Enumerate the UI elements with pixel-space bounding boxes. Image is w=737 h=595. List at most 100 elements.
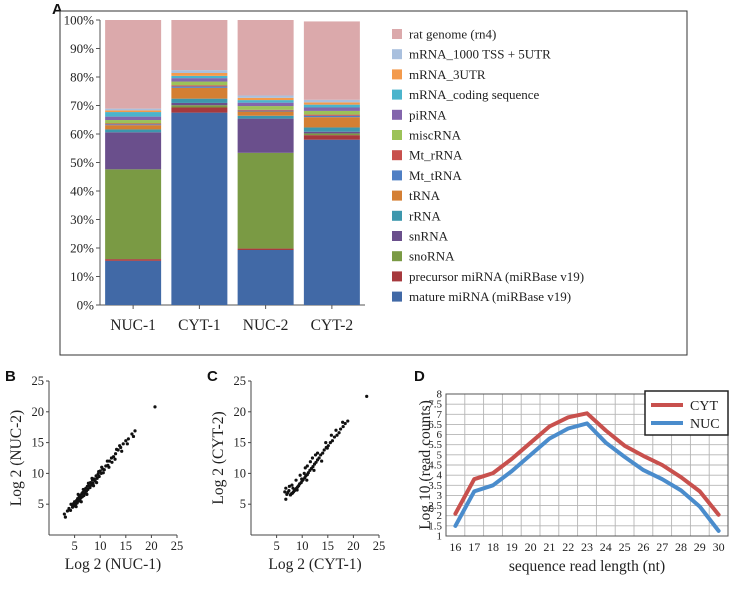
legend-swatch xyxy=(392,231,402,241)
x-tick-label: 20 xyxy=(145,539,158,553)
bar-segment xyxy=(303,115,360,118)
bar-segment xyxy=(105,132,162,170)
plot-area-border xyxy=(445,393,729,537)
scatter-point xyxy=(337,431,341,435)
bar-segment xyxy=(237,152,294,249)
scatter-point xyxy=(315,451,320,455)
scatter-point xyxy=(121,442,125,446)
x-tick-label: 29 xyxy=(694,540,706,554)
bar-segment xyxy=(237,100,294,103)
x-tick-label: 18 xyxy=(487,540,499,554)
bar-segment xyxy=(171,20,228,71)
bar-segment xyxy=(237,248,294,250)
bar-segment xyxy=(237,111,294,116)
legend-label: Mt_tRNA xyxy=(409,168,462,183)
x-tick-label: 5 xyxy=(273,539,279,553)
x-tick-label: 5 xyxy=(71,539,77,553)
legend-swatch xyxy=(392,130,402,140)
x-tick-label: 10 xyxy=(94,539,107,553)
bar-segment xyxy=(303,107,360,111)
scatter-point xyxy=(105,459,109,463)
legend-label: miscRNA xyxy=(409,128,462,143)
legend-swatch xyxy=(392,69,402,80)
bar-segment xyxy=(303,127,360,132)
bar-segment xyxy=(105,129,162,133)
bar-segment xyxy=(303,139,360,305)
y-axis-label: Log 10 (read counts) xyxy=(417,400,434,530)
stacked-bar-chart: 0% 10% 20% 30% 40% 50% 60% 70% 80% 90% 100% NUC-1 CY… xyxy=(64,13,584,335)
legend-swatch xyxy=(392,29,402,39)
bar-segment xyxy=(105,108,162,111)
legend-label: mature miRNA (miRBase v19) xyxy=(409,289,571,304)
legend-swatch xyxy=(392,251,402,262)
y-tick-label: 30% xyxy=(70,212,94,227)
bar-segment xyxy=(171,70,228,74)
scatter-point xyxy=(312,468,316,472)
y-tick-label: 5.5 xyxy=(428,439,442,451)
scatter-point xyxy=(308,468,312,472)
y-tick-label: 3.5 xyxy=(428,480,442,492)
scatter-point xyxy=(94,474,98,478)
bar-segment xyxy=(105,120,162,124)
scatter-point xyxy=(324,441,328,445)
scatter-point xyxy=(334,428,338,432)
x-tick-label: 17 xyxy=(468,540,480,554)
legend-label: mRNA_3UTR xyxy=(409,67,486,82)
x-tick-label: 28 xyxy=(675,540,687,554)
y-tick-label: 20% xyxy=(70,241,94,256)
scatter-point xyxy=(305,478,309,482)
legend-label: CYT xyxy=(690,399,718,414)
y-axis-label: Log 2 (CYT-2) xyxy=(210,411,227,504)
scatter-point xyxy=(287,484,291,488)
scatter-point xyxy=(294,478,298,482)
x-tick-label: 24 xyxy=(600,540,612,554)
x-tick-label: CYT-2 xyxy=(311,317,354,334)
scatter-point xyxy=(298,473,302,477)
scatter-point xyxy=(118,444,122,448)
legend-label: rat genome (rn4) xyxy=(409,27,496,42)
scatter-point xyxy=(328,441,332,445)
bar-segment xyxy=(171,81,228,86)
bar-segment xyxy=(105,116,162,121)
scatter-point xyxy=(74,505,78,509)
scatter-point xyxy=(131,434,136,439)
scatter-point xyxy=(69,502,73,506)
panel-letter-d: D xyxy=(414,368,425,385)
scatter-point xyxy=(97,474,101,479)
x-tick-label: 25 xyxy=(619,540,631,554)
bar-segment xyxy=(237,102,294,107)
scatter-point xyxy=(321,451,325,455)
scatter-point xyxy=(339,427,343,431)
bar-segment xyxy=(303,117,360,128)
y-tick-label: 10% xyxy=(70,269,94,284)
scatter-point xyxy=(305,464,309,468)
bar-segment xyxy=(303,21,360,100)
x-axis-label: Log 2 (CYT-1) xyxy=(268,556,361,573)
y-tick-label: 10 xyxy=(234,466,247,480)
y-tick-label: 8 xyxy=(437,389,443,401)
scatter-point xyxy=(126,437,130,441)
scatter-point xyxy=(313,453,318,457)
x-tick-label: NUC-2 xyxy=(243,317,289,334)
scatter-point xyxy=(107,465,111,469)
y-tick-label: 5 xyxy=(240,497,246,511)
scatter-point xyxy=(285,492,289,496)
scatter-point xyxy=(130,432,134,436)
y-tick-label: 1 xyxy=(437,531,443,543)
y-tick-label: 3 xyxy=(437,490,443,502)
scatter-point xyxy=(67,506,71,511)
x-axis-label: Log 2 (NUC-1) xyxy=(65,556,161,573)
x-tick-label: 23 xyxy=(581,540,593,554)
bar-segment xyxy=(303,133,360,136)
x-tick-label: 19 xyxy=(506,540,518,554)
bar-segment xyxy=(105,169,162,260)
scatter-point xyxy=(90,476,94,480)
bar-segment xyxy=(171,75,228,79)
bar-segment xyxy=(237,109,294,111)
x-tick-label: 30 xyxy=(713,540,725,554)
scatter-point xyxy=(95,481,99,485)
scatter-point xyxy=(284,486,288,490)
y-tick-label: 60% xyxy=(70,127,94,142)
scatter-point xyxy=(104,464,108,468)
scatter-point xyxy=(91,484,96,488)
